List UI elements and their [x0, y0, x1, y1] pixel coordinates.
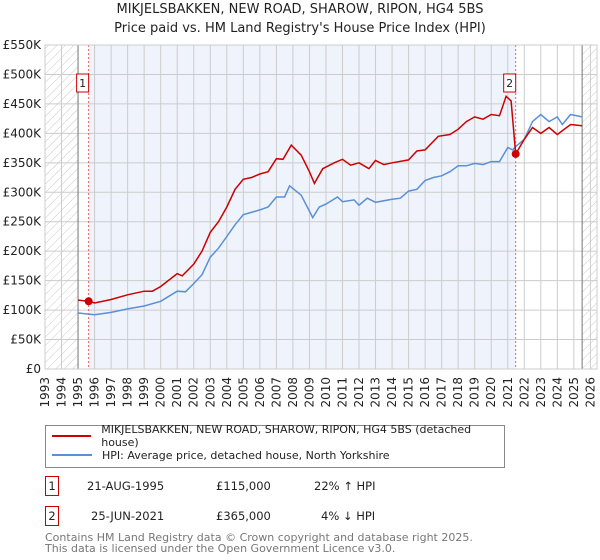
x-tick-label: 2020 — [484, 377, 498, 408]
y-tick-label: £0 — [26, 362, 41, 376]
x-tick-label: 2004 — [220, 377, 234, 408]
x-tick-label: 1998 — [121, 377, 135, 408]
x-tick-label: 2000 — [154, 377, 168, 408]
x-tick-label: 2026 — [583, 377, 597, 408]
sale-hpi-diff: 4% ↓ HPI — [321, 509, 376, 523]
sale-price: £115,000 — [216, 479, 271, 493]
legend-item-hpi: HPI: Average price, detached house, Nort… — [52, 447, 390, 463]
y-tick-label: £550K — [3, 38, 43, 52]
x-tick-label: 2025 — [567, 377, 581, 408]
x-tick-label: 2002 — [187, 377, 201, 408]
sale-period-shading — [88, 45, 516, 369]
legend-label: MIKJELSBAKKEN, NEW ROAD, SHAROW, RIPON, … — [101, 423, 472, 449]
footer-copyright: Contains HM Land Registry data © Crown c… — [45, 531, 473, 544]
x-tick-label: 2016 — [418, 377, 432, 408]
x-tick-label: 2015 — [402, 377, 416, 408]
legend-swatch-red — [52, 435, 92, 437]
x-tick-label: 1999 — [137, 377, 151, 408]
x-tick-label: 2001 — [170, 377, 184, 408]
x-tick-label: 2017 — [435, 377, 449, 408]
x-tick-label: 2019 — [468, 377, 482, 408]
y-tick-label: £500K — [3, 67, 43, 81]
x-tick-label: 2021 — [501, 377, 515, 408]
x-tick-label: 2018 — [451, 377, 465, 408]
y-tick-label: £450K — [3, 97, 43, 111]
x-tick-label: 2024 — [550, 377, 564, 408]
sale-marker-label: 2 — [45, 506, 59, 526]
x-tick-label: 2008 — [286, 377, 300, 408]
x-tick-label: 2013 — [369, 377, 383, 408]
x-tick-label: 2014 — [385, 377, 399, 408]
sale-marker-label: 1 — [45, 476, 59, 496]
hpi-series-line — [78, 113, 583, 316]
chart-subtitle: Price paid vs. HM Land Registry's House … — [114, 21, 486, 36]
x-tick-label: 1996 — [88, 377, 102, 408]
legend: MIKJELSBAKKEN, NEW ROAD, SHAROW, RIPON, … — [45, 423, 505, 468]
sale-date: 21-AUG-1995 — [87, 479, 165, 493]
y-tick-label: £200K — [3, 244, 43, 258]
sale-label-box — [503, 73, 517, 93]
footer-licence: This data is licensed under the Open Gov… — [45, 542, 396, 555]
sale-label-box — [76, 73, 90, 93]
sale-price: £365,000 — [216, 509, 271, 523]
x-tick-label: 2009 — [302, 377, 316, 408]
hatched-no-data-right — [582, 45, 597, 369]
x-tick-label: 1994 — [55, 377, 69, 408]
y-tick-label: £50K — [10, 333, 42, 347]
y-tick-label: £100K — [3, 303, 43, 317]
x-tick-label: 2011 — [335, 377, 349, 408]
y-tick-label: £250K — [3, 215, 43, 229]
x-tick-label: 1993 — [38, 377, 52, 408]
x-tick-label: 2005 — [236, 377, 250, 408]
x-tick-label: 1997 — [104, 377, 118, 408]
x-tick-label: 2006 — [253, 377, 267, 408]
x-tick-label: 1995 — [71, 377, 85, 408]
y-tick-label: £150K — [3, 274, 43, 288]
x-tick-label: 2023 — [534, 377, 548, 408]
y-tick-label: £350K — [3, 156, 43, 170]
x-tick-label: 2012 — [352, 377, 366, 408]
sale-point — [511, 149, 520, 158]
sale-label: 1 — [79, 77, 86, 90]
y-tick-label: £300K — [3, 185, 43, 199]
y-tick-label: £400K — [3, 126, 43, 140]
sale-date: 25-JUN-2021 — [91, 509, 165, 523]
property-series-line — [78, 94, 583, 304]
chart-title: MIKJELSBAKKEN, NEW ROAD, SHAROW, RIPON, … — [116, 2, 484, 17]
price-chart: 1993 1994 1995 1996 1997 1998 1999 2000 2001 2002… — [3, 38, 598, 408]
sale-hpi-diff: 22% ↑ HPI — [314, 479, 376, 493]
sale-label: 2 — [506, 77, 513, 90]
sale-point — [84, 297, 93, 306]
x-tick-label: 2022 — [517, 377, 531, 408]
plot-border — [44, 44, 598, 370]
x-tick-label: 2010 — [319, 377, 333, 408]
legend-label: HPI: Average price, detached house, Nort… — [102, 448, 390, 462]
x-tick-label: 2003 — [203, 377, 217, 408]
legend-item-property: MIKJELSBAKKEN, NEW ROAD, SHAROW, RIPON, … — [52, 423, 504, 449]
x-tick-label: 2007 — [269, 377, 283, 408]
legend-swatch-blue — [52, 454, 92, 456]
